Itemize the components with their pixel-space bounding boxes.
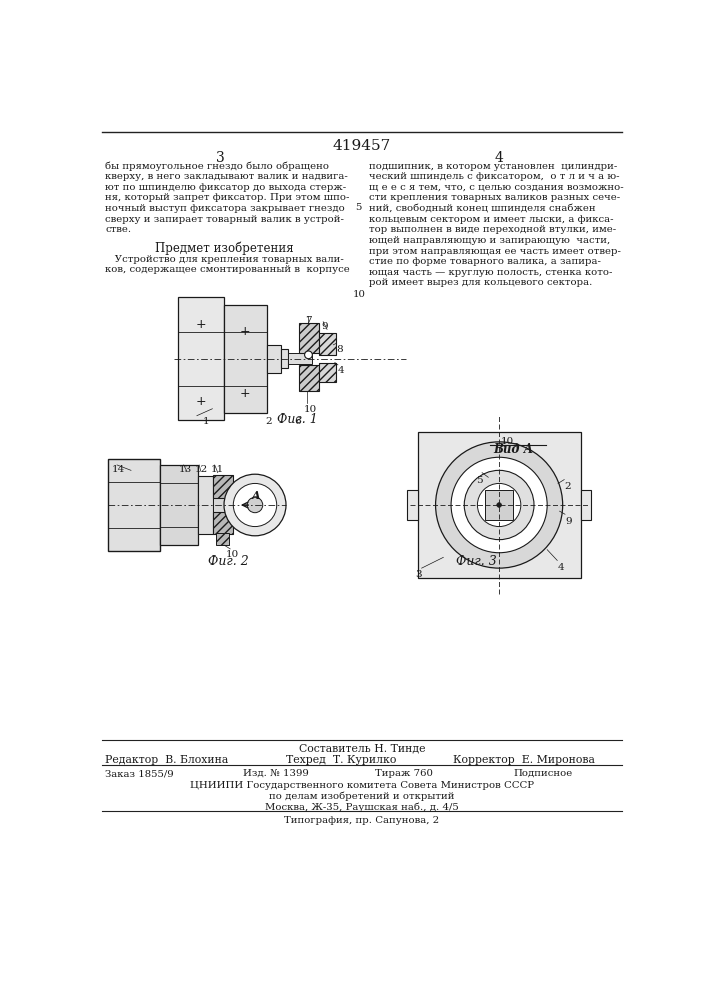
Text: 13: 13 [179, 465, 192, 474]
Text: ют по шпинделю фиксатор до выхода стерж-: ют по шпинделю фиксатор до выхода стерж- [105, 183, 346, 192]
Text: 10: 10 [501, 437, 514, 446]
Text: ков, содержащее смонтированный в  корпусе: ков, содержащее смонтированный в корпусе [105, 265, 350, 274]
Text: 11: 11 [211, 465, 224, 474]
Text: 7: 7 [305, 316, 312, 325]
Text: сти крепления товарных валиков разных сече-: сти крепления товарных валиков разных се… [369, 193, 620, 202]
Text: ночный выступ фиксатора закрывает гнездо: ночный выступ фиксатора закрывает гнездо [105, 204, 345, 213]
Text: кверху, в него закладывают валик и надвига-: кверху, в него закладывают валик и надви… [105, 172, 348, 181]
Bar [198, 476, 213, 534]
Text: 9: 9 [321, 322, 327, 331]
Circle shape [305, 351, 312, 359]
Circle shape [497, 503, 501, 507]
Circle shape [233, 483, 276, 527]
Text: Техред  Т. Курилко: Техред Т. Курилко [286, 755, 397, 765]
Text: Редактор  В. Блохина: Редактор В. Блохина [105, 755, 228, 765]
Text: 9: 9 [565, 517, 572, 526]
Text: тор выполнен в виде переходной втулки, име-: тор выполнен в виде переходной втулки, и… [369, 225, 616, 234]
Text: ня, который запрет фиксатор. При этом шпо-: ня, который запрет фиксатор. При этом шп… [105, 193, 350, 202]
Text: при этом направляющая ее часть имеет отвер-: при этом направляющая ее часть имеет отв… [369, 247, 621, 256]
Text: сверху и запирает товарный валик в устрой-: сверху и запирает товарный валик в устро… [105, 215, 344, 224]
Text: 3: 3 [416, 570, 422, 579]
Text: +: + [240, 387, 250, 400]
Text: Устройство для крепления товарных вали-: Устройство для крепления товарных вали- [105, 255, 344, 264]
Text: 10: 10 [352, 290, 366, 299]
Bar [299, 323, 319, 353]
Text: Фиг. 3: Фиг. 3 [455, 555, 496, 568]
Text: Составитель Н. Тинде: Составитель Н. Тинде [298, 744, 425, 754]
Bar [281, 349, 288, 368]
Bar [213, 512, 233, 534]
Text: ЦНИИПИ Государственного комитета Совета Министров СССР: ЦНИИПИ Государственного комитета Совета … [190, 781, 534, 790]
Text: кольцевым сектором и имеет лыски, а фикса-: кольцевым сектором и имеет лыски, а фикс… [369, 215, 614, 224]
Text: A: A [252, 490, 260, 501]
Text: 4: 4 [338, 366, 344, 375]
Circle shape [436, 442, 563, 568]
Text: 6: 6 [295, 417, 301, 426]
Bar [418, 432, 580, 578]
Bar [299, 365, 319, 391]
Text: +: + [195, 395, 206, 408]
Text: 14: 14 [112, 465, 125, 474]
Text: по делам изобретений и открытий: по делам изобретений и открытий [269, 791, 455, 801]
Bar [320, 363, 337, 382]
Text: 5: 5 [356, 203, 362, 212]
Text: Фиг. 1: Фиг. 1 [277, 413, 318, 426]
Text: 4: 4 [557, 563, 564, 572]
Bar [267, 345, 281, 373]
Polygon shape [485, 490, 513, 520]
Text: Типография, пр. Сапунова, 2: Типография, пр. Сапунова, 2 [284, 816, 440, 825]
Text: стие по форме товарного валика, а запира-: стие по форме товарного валика, а запира… [369, 257, 601, 266]
Bar [177, 297, 224, 420]
Bar [213, 475, 233, 498]
Text: Изд. № 1399: Изд. № 1399 [243, 769, 309, 778]
Text: Москва, Ж-35, Раушская наб., д. 4/5: Москва, Ж-35, Раушская наб., д. 4/5 [265, 802, 459, 812]
Text: 2: 2 [265, 417, 271, 426]
Text: 419457: 419457 [333, 139, 391, 153]
Text: 12: 12 [194, 465, 208, 474]
Circle shape [224, 474, 286, 536]
Text: 4: 4 [495, 151, 503, 165]
Text: бы прямоугольное гнездо было обращено: бы прямоугольное гнездо было обращено [105, 162, 329, 171]
Circle shape [247, 497, 263, 513]
Bar [580, 490, 591, 520]
Bar [213, 498, 238, 512]
Bar [224, 305, 267, 413]
Text: 1: 1 [203, 417, 210, 426]
Text: +: + [240, 325, 250, 338]
Text: Тираж 760: Тираж 760 [375, 769, 433, 778]
Text: рой имеет вырез для кольцевого сектора.: рой имеет вырез для кольцевого сектора. [369, 278, 592, 287]
Text: подшипник, в котором установлен  цилиндри-: подшипник, в котором установлен цилиндри… [369, 162, 617, 171]
Text: ющая часть — круглую полость, стенка кото-: ющая часть — круглую полость, стенка кот… [369, 268, 612, 277]
Text: ний, свободный конец шпинделя снабжен: ний, свободный конец шпинделя снабжен [369, 204, 595, 213]
Text: Корректор  Е. Миронова: Корректор Е. Миронова [452, 755, 595, 765]
Text: 3: 3 [216, 151, 225, 165]
Text: +: + [195, 318, 206, 331]
Text: Фиг. 2: Фиг. 2 [207, 555, 248, 568]
Text: стве.: стве. [105, 225, 132, 234]
Text: Предмет изобретения: Предмет изобретения [155, 242, 293, 255]
Text: ческий шпиндель с фиксатором,  о т л и ч а ю-: ческий шпиндель с фиксатором, о т л и ч … [369, 172, 619, 181]
Text: 5: 5 [476, 476, 482, 485]
Text: Подписное: Подписное [513, 769, 573, 778]
Text: 2: 2 [564, 482, 571, 491]
Text: ющей направляющую и запирающую  части,: ющей направляющую и запирающую части, [369, 236, 610, 245]
Text: Вид А: Вид А [493, 443, 533, 456]
Text: Заказ 1855/9: Заказ 1855/9 [105, 769, 174, 778]
Circle shape [477, 483, 521, 527]
Text: 8: 8 [337, 345, 343, 354]
Bar [216, 533, 228, 545]
Circle shape [464, 470, 534, 540]
Bar [320, 333, 337, 355]
Bar [288, 353, 312, 364]
Text: 10: 10 [226, 550, 239, 559]
Bar [233, 486, 243, 524]
Text: щ е е с я тем, что, с целью создания возможно-: щ е е с я тем, что, с целью создания воз… [369, 183, 624, 192]
Bar [407, 490, 418, 520]
Text: 10: 10 [304, 405, 317, 414]
Bar [107, 459, 160, 551]
Circle shape [451, 457, 547, 553]
Bar [160, 465, 198, 545]
